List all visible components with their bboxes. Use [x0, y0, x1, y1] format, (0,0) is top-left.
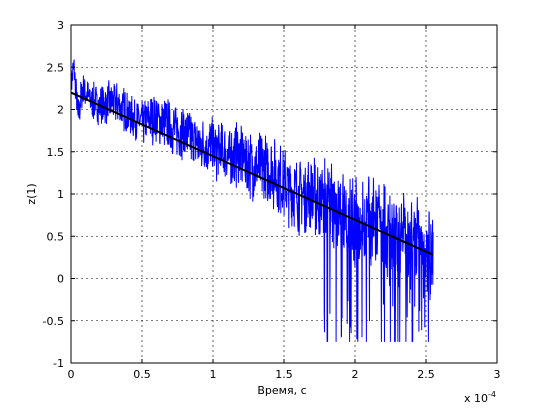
y-tick-label: 2: [57, 104, 64, 117]
data-layer: [70, 59, 434, 342]
axis-ticks: 0 0.5 1 1.5 2 2.5 3 -1 -0.5 0 0.5 1 1.5 2 2.5 3: [43, 19, 501, 381]
x-axis-exponent-power: -4: [488, 390, 496, 399]
y-tick-label: 3: [57, 19, 64, 32]
x-axis-label: Время, с: [257, 384, 306, 397]
trend-line: [70, 91, 434, 256]
x-axis-exponent: x 10-4: [464, 390, 496, 405]
y-tick-label: 0.5: [47, 230, 65, 243]
y-tick-label: 0: [57, 273, 64, 286]
x-tick-label: 0: [68, 368, 75, 381]
y-tick-label: 1: [57, 188, 64, 201]
x-tick-label: 2: [352, 368, 359, 381]
x-tick-label: 3: [494, 368, 501, 381]
x-tick-label: 0.5: [133, 368, 151, 381]
y-tick-label: 2.5: [47, 61, 65, 74]
x-tick-label: 2.5: [417, 368, 435, 381]
y-tick-label: -0.5: [43, 315, 64, 328]
y-tick-label: 1.5: [47, 146, 65, 159]
x-tick-label: 1.5: [275, 368, 293, 381]
y-axis-label: z(1): [25, 183, 38, 204]
y-tick-label: -1: [53, 357, 64, 370]
x-axis-exponent-base: x 10: [464, 392, 488, 405]
x-tick-label: 1: [210, 368, 217, 381]
